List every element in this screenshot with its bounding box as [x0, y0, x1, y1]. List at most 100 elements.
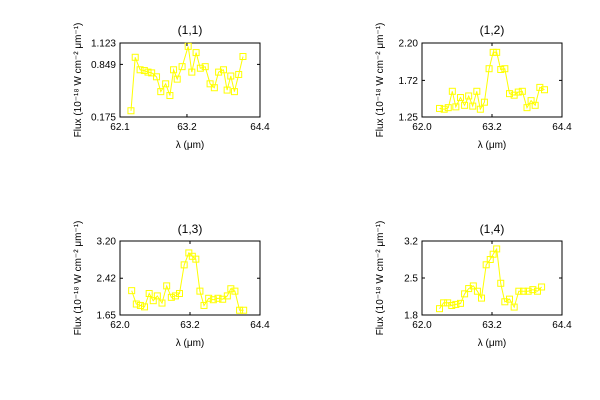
y-axis-label: Flux (10⁻¹⁸ W cm⁻² μm⁻¹)	[73, 23, 84, 138]
data-point	[163, 282, 171, 290]
data-point	[192, 255, 200, 263]
data-point	[209, 296, 217, 304]
series-line	[130, 46, 244, 111]
data-point	[514, 88, 522, 96]
y-tick-label: 0.849	[91, 60, 116, 71]
data-point	[440, 105, 448, 113]
data-point	[541, 86, 548, 94]
data-point	[538, 283, 546, 291]
data-point	[176, 290, 183, 298]
y-tick-label: 1.72	[399, 76, 419, 87]
y-tick-label: 3.2	[404, 237, 418, 248]
x-tick-label: 64.4	[250, 320, 270, 331]
data-point	[482, 261, 490, 269]
x-tick-label: 63.2	[482, 122, 502, 133]
data-point	[236, 306, 244, 314]
subplot-1-1: (1,1) 62.1 63.2 64.4 0.175 0.849 1.123 λ (μm)…	[73, 23, 270, 151]
data-marks	[436, 245, 546, 313]
x-tick-label: 62.1	[110, 122, 130, 133]
data-point	[239, 53, 247, 61]
y-axis-label: Flux (10⁻¹⁸ W cm⁻² μm⁻¹)	[73, 221, 84, 336]
y-tick-label: 2.20	[399, 39, 419, 50]
data-point	[457, 299, 464, 307]
y-tick-label: 3.20	[97, 237, 117, 248]
subplot-title: (1,2)	[480, 23, 505, 37]
data-point	[436, 305, 443, 313]
y-tick-label: 0.175	[91, 113, 116, 124]
data-point	[132, 300, 140, 308]
data-point	[196, 64, 204, 72]
data-marks	[127, 42, 247, 115]
data-point	[127, 107, 135, 115]
series-line	[439, 247, 542, 309]
data-point	[184, 42, 192, 50]
data-point	[493, 245, 501, 253]
data-point	[436, 104, 443, 112]
data-point	[153, 292, 161, 300]
y-axis-label: Flux (10⁻¹⁸ W cm⁻² μm⁻¹)	[375, 23, 386, 138]
data-point	[153, 73, 161, 81]
data-marks	[128, 249, 248, 314]
data-point	[230, 88, 238, 96]
data-point	[158, 299, 166, 307]
x-axis-label: λ (μm)	[176, 338, 205, 349]
data-point	[520, 287, 527, 295]
x-tick-label: 62.0	[412, 122, 432, 133]
y-tick-label: 1.65	[97, 311, 117, 322]
x-tick-label: 62.0	[412, 320, 432, 331]
data-point	[469, 102, 477, 110]
data-point	[157, 88, 165, 96]
axis-ticks: 62.0 63.2 64.4 1.25 1.72 2.20	[399, 39, 573, 134]
subplot-1-4: (1,4) 62.0 63.2 64.4 1.8 2.5 3.2 λ (μm) Flux …	[375, 221, 572, 349]
x-tick-label: 62.0	[110, 320, 130, 331]
x-tick-label: 63.2	[177, 122, 197, 133]
y-tick-label: 1.25	[399, 113, 419, 124]
data-point	[452, 300, 460, 308]
data-point	[448, 301, 456, 309]
y-axis-label: Flux (10⁻¹⁸ W cm⁻² μm⁻¹)	[375, 221, 386, 336]
data-point	[452, 103, 460, 111]
data-point	[192, 49, 200, 57]
data-point	[506, 295, 513, 303]
data-point	[227, 285, 235, 293]
data-point	[529, 286, 537, 294]
data-point	[473, 87, 481, 95]
data-point	[173, 75, 181, 83]
data-marks	[436, 48, 548, 113]
data-point	[457, 94, 464, 102]
data-point	[440, 299, 448, 307]
data-point	[215, 68, 223, 76]
y-tick-label: 2.42	[97, 274, 117, 285]
data-point	[210, 84, 218, 92]
subplot-1-2: (1,2) 62.0 63.2 64.4 1.25 1.72 2.20 λ (μm) Fl…	[375, 23, 572, 151]
y-tick-label: 1.123	[91, 39, 116, 50]
data-point	[170, 66, 178, 74]
data-point	[162, 80, 170, 88]
axis-ticks: 62.1 63.2 64.4 0.175 0.849 1.123	[91, 39, 270, 134]
data-point	[534, 287, 541, 295]
data-point	[206, 80, 214, 88]
data-point	[478, 294, 485, 302]
data-point	[497, 279, 505, 287]
x-tick-label: 63.2	[180, 320, 200, 331]
data-point	[231, 287, 239, 295]
y-tick-label: 2.5	[404, 274, 418, 285]
data-point	[140, 67, 148, 75]
data-point	[515, 287, 523, 295]
data-point	[461, 101, 469, 109]
data-point	[506, 90, 513, 98]
subplot-title: (1,1)	[178, 23, 203, 37]
data-point	[444, 104, 452, 112]
data-point	[493, 48, 501, 56]
data-point	[148, 69, 156, 77]
data-point	[501, 65, 509, 73]
data-point	[149, 297, 157, 305]
data-point	[235, 70, 243, 78]
data-point	[141, 303, 148, 311]
subplot-1-3: (1,3) 62.0 63.2 64.4 1.65 2.42 3.20 λ (μm) Fl…	[73, 221, 270, 349]
x-tick-label: 64.4	[552, 122, 572, 133]
data-point	[219, 66, 227, 74]
data-point	[480, 98, 488, 106]
data-point	[166, 92, 174, 100]
